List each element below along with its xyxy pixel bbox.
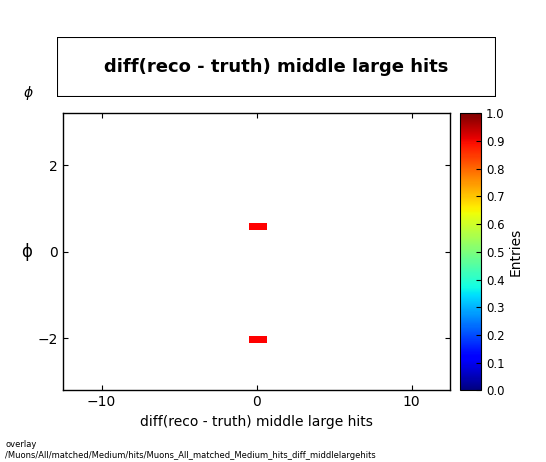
Y-axis label: ϕ: ϕ: [21, 243, 32, 261]
FancyBboxPatch shape: [57, 37, 496, 97]
Text: $\phi$: $\phi$: [22, 84, 33, 102]
Bar: [249, 223, 268, 230]
Text: overlay
/Muons/All/matched/Medium/hits/Muons_All_matched_Medium_hits_diff_middle: overlay /Muons/All/matched/Medium/hits/M…: [5, 440, 376, 460]
Bar: [249, 336, 268, 343]
Y-axis label: Entries: Entries: [509, 228, 523, 276]
Text: diff(reco - truth) middle large hits: diff(reco - truth) middle large hits: [104, 58, 449, 76]
X-axis label: diff(reco - truth) middle large hits: diff(reco - truth) middle large hits: [140, 415, 373, 429]
